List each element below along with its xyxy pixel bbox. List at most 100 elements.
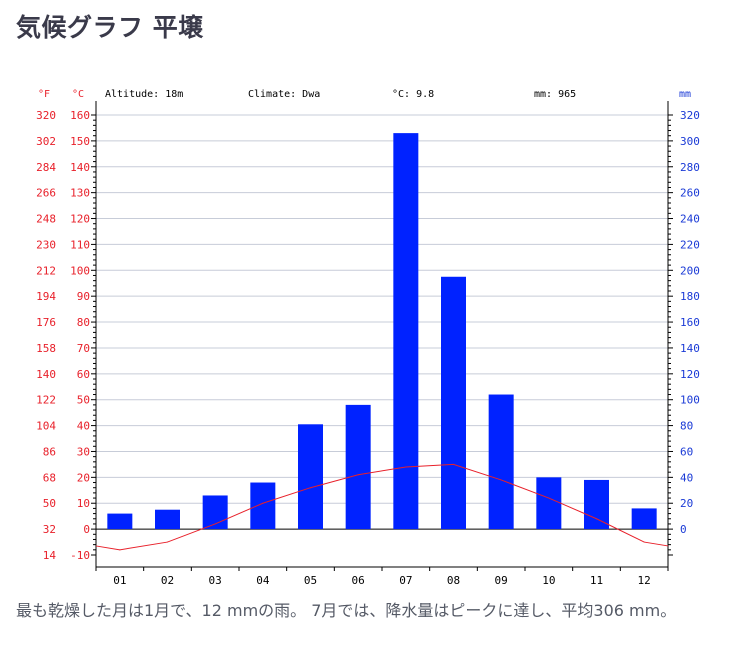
precip-tick-label: 0 [680, 523, 687, 536]
precipitation-bar [345, 404, 371, 530]
temperature-point [500, 479, 502, 481]
precip-tick-label: 240 [680, 213, 700, 226]
precipitation-bar [298, 424, 323, 530]
precipitation-bar [631, 508, 657, 530]
header-precip-total: mm: 965 [534, 89, 576, 100]
month-label: 07 [399, 574, 412, 587]
page-title: 気候グラフ 平壌 [16, 13, 204, 42]
precipitation-bar [488, 394, 514, 530]
grid-lines [96, 114, 668, 530]
fahrenheit-tick-label: 140 [36, 368, 56, 381]
precip-tick-label: 320 [680, 109, 700, 122]
month-label: 11 [590, 574, 603, 587]
temperature-line [95, 463, 669, 551]
precip-tick-label: 220 [680, 238, 700, 251]
celsius-tick-label: 60 [77, 368, 90, 381]
fahrenheit-tick-label: 248 [36, 213, 56, 226]
fahrenheit-tick-label: 302 [36, 135, 56, 148]
month-label: 12 [638, 574, 651, 587]
precipitation-bar [584, 479, 609, 530]
fahrenheit-tick-label: 230 [36, 238, 56, 251]
precip-tick-label: 100 [680, 394, 700, 407]
celsius-tick-label: 50 [77, 394, 90, 407]
temperature-point [643, 541, 645, 543]
celsius-tick-label: 70 [77, 342, 90, 355]
precip-tick-label: 40 [680, 471, 693, 484]
celsius-tick-label: 20 [77, 471, 90, 484]
precipitation-bar [107, 513, 133, 530]
celsius-tick-label: 110 [70, 238, 90, 251]
temperature-series-line [95, 463, 669, 551]
precip-tick-label: 200 [680, 264, 700, 277]
month-label: 10 [542, 574, 555, 587]
celsius-unit-label: °C [72, 89, 84, 100]
fahrenheit-tick-label: 32 [43, 523, 56, 536]
celsius-tick-label: 120 [70, 213, 90, 226]
precipitation-bar [536, 477, 562, 530]
fahrenheit-tick-label: 104 [36, 420, 56, 433]
celsius-tick-label: 100 [70, 264, 90, 277]
celsius-tick-label: 130 [70, 187, 90, 200]
temperature-point [548, 497, 550, 499]
month-label: 06 [352, 574, 365, 587]
chart-header: Altitude: 18m Climate: Dwa °C: 9.8 mm: 9… [38, 89, 691, 100]
fahrenheit-tick-label: 320 [36, 109, 56, 122]
fahrenheit-tick-label: 158 [36, 342, 56, 355]
precipitation-bar [441, 276, 466, 530]
celsius-tick-label: -10 [70, 549, 90, 562]
precip-tick-label: 140 [680, 342, 700, 355]
precip-tick-label: 80 [680, 420, 693, 433]
celsius-tick-label: 90 [77, 290, 90, 303]
header-climate: Climate: Dwa [248, 89, 320, 100]
header-altitude: Altitude: 18m [105, 89, 183, 100]
fahrenheit-tick-label: 212 [36, 264, 56, 277]
celsius-tick-label: 150 [70, 135, 90, 148]
precip-tick-label: 300 [680, 135, 700, 148]
temperature-point [119, 549, 121, 551]
precip-tick-label: 280 [680, 161, 700, 174]
fahrenheit-tick-label: 122 [36, 394, 56, 407]
temperature-point [310, 487, 311, 489]
precipitation-bar [250, 482, 276, 530]
celsius-tick-label: 140 [70, 161, 90, 174]
month-label: 05 [304, 574, 317, 587]
temperature-point [405, 466, 407, 468]
celsius-tick-label: 30 [77, 445, 90, 458]
fahrenheit-tick-label: 50 [43, 497, 56, 510]
precip-tick-label: 180 [680, 290, 700, 303]
axis-labels: 3203022842662482302121941761581401221048… [36, 109, 700, 587]
temperature-point [214, 523, 216, 525]
fahrenheit-unit-label: °F [38, 89, 50, 100]
precip-tick-label: 260 [680, 187, 700, 200]
celsius-tick-label: 0 [83, 523, 90, 536]
temperature-point [596, 518, 597, 520]
climate-chart: 3203022842662482302121941761581401221048… [36, 89, 700, 587]
fahrenheit-tick-label: 284 [36, 161, 56, 174]
precipitation-bar [393, 133, 419, 530]
temperature-point [357, 474, 359, 476]
month-label: 09 [495, 574, 508, 587]
precipitation-bar [155, 509, 180, 530]
temperature-point [167, 541, 168, 543]
axes [91, 101, 673, 571]
month-label: 01 [113, 574, 126, 587]
fahrenheit-tick-label: 14 [43, 549, 57, 562]
month-label: 02 [161, 574, 174, 587]
celsius-tick-label: 80 [77, 316, 90, 329]
fahrenheit-tick-label: 266 [36, 187, 56, 200]
fahrenheit-tick-label: 176 [36, 316, 56, 329]
fahrenheit-tick-label: 194 [36, 290, 56, 303]
fahrenheit-tick-label: 68 [43, 471, 56, 484]
temperature-point [262, 502, 264, 504]
precip-tick-label: 120 [680, 368, 700, 381]
precip-unit-label: mm [679, 89, 691, 100]
month-label: 04 [256, 574, 270, 587]
celsius-tick-label: 160 [70, 109, 90, 122]
celsius-tick-label: 40 [77, 420, 90, 433]
precipitation-bars [107, 133, 657, 530]
celsius-tick-label: 10 [77, 497, 90, 510]
chart-caption: 最も乾燥した月は1月で、12 mmの雨。 7月では、降水量はピークに達し、平均3… [16, 601, 677, 620]
precip-tick-label: 60 [680, 445, 693, 458]
precip-tick-label: 160 [680, 316, 700, 329]
header-mean-temp: °C: 9.8 [392, 89, 434, 100]
